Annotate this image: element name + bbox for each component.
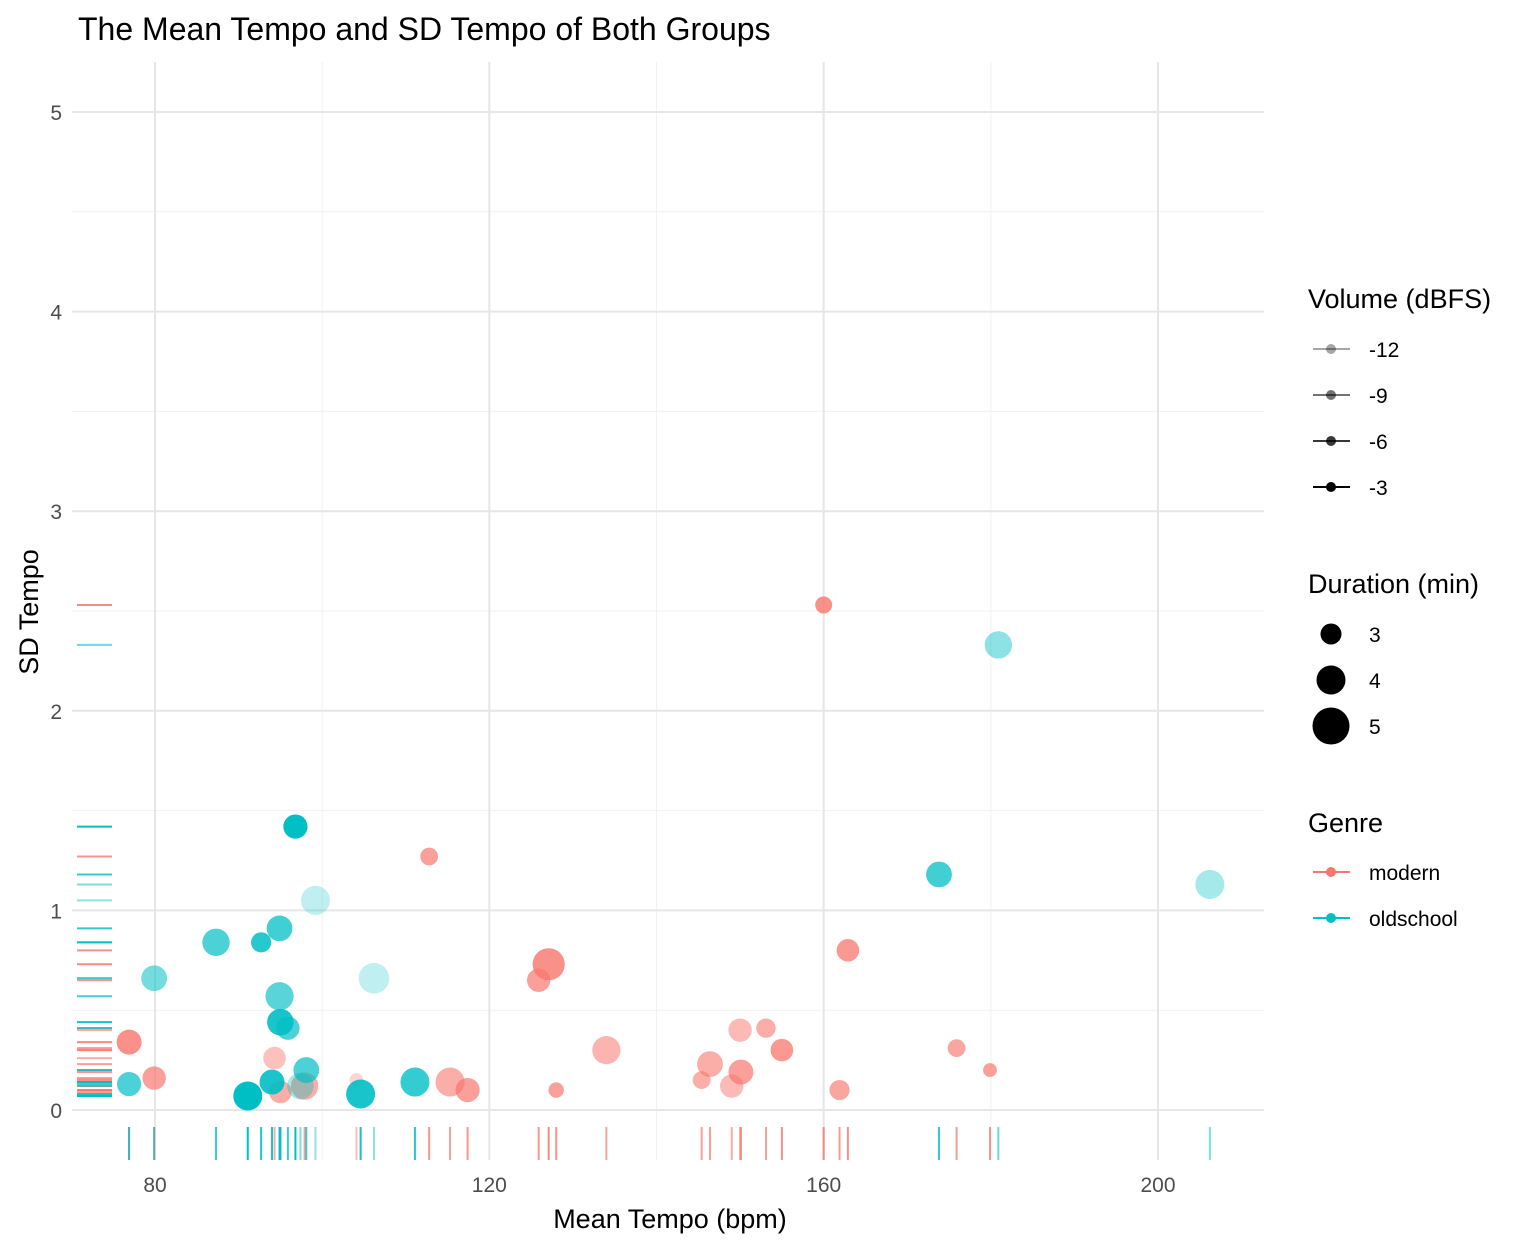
y-tick-label: 2 [50, 701, 62, 724]
x-tick-label: 160 [806, 1174, 841, 1197]
legend-title: Duration (min) [1308, 569, 1479, 599]
legend-key-point [1320, 623, 1342, 645]
legend-key-point [1326, 913, 1336, 923]
legend-key-point [1326, 482, 1336, 492]
data-point-modern [836, 939, 860, 962]
legend-label: 3 [1369, 624, 1381, 647]
legend-key-point [1316, 665, 1346, 695]
data-point-modern [455, 1077, 480, 1103]
y-tick-label: 3 [50, 501, 62, 524]
data-points [116, 596, 1225, 1111]
data-point-oldschool [400, 1067, 430, 1097]
legend-title: Volume (dBFS) [1308, 284, 1491, 314]
x-tick-label: 120 [472, 1174, 507, 1197]
data-point-oldschool [266, 915, 293, 942]
data-point-oldschool [265, 982, 294, 1011]
data-point-modern [728, 1018, 752, 1042]
y-tick-label: 1 [50, 900, 62, 923]
data-point-oldschool [283, 814, 308, 839]
legend-key-point [1326, 344, 1336, 354]
data-point-oldschool [141, 965, 168, 992]
data-point-modern [548, 1082, 564, 1098]
y-tick-label: 5 [50, 102, 62, 125]
legends: Volume (dBFS) -12 -9 -6 -3 Duration (min) 3 4 5 G… [1308, 284, 1491, 931]
data-point-modern [947, 1039, 966, 1058]
legend-label: -12 [1369, 339, 1399, 362]
data-point-modern [263, 1046, 286, 1070]
legend-label: -3 [1369, 477, 1388, 500]
legend-key-point [1326, 867, 1336, 877]
x-axis-label: Mean Tempo (bpm) [553, 1204, 787, 1234]
data-point-modern [116, 1029, 142, 1055]
legend-key-point [1312, 707, 1350, 745]
data-point-oldschool [233, 1081, 263, 1111]
legend-key-point [1326, 390, 1336, 400]
data-point-oldschool [984, 631, 1013, 659]
data-point-modern [532, 948, 565, 981]
data-point-modern [770, 1038, 794, 1062]
data-point-modern [697, 1051, 723, 1077]
tick-labels: 80 120 160 200 0 1 2 3 4 5 [50, 102, 1175, 1197]
data-point-oldschool [293, 1057, 320, 1083]
data-point-modern [420, 847, 439, 866]
data-point-modern [728, 1059, 754, 1085]
y-tick-label: 0 [50, 1100, 62, 1123]
data-point-oldschool [251, 932, 272, 953]
y-axis-label: SD Tempo [14, 549, 44, 675]
data-point-oldschool [259, 1069, 285, 1095]
data-point-modern [592, 1036, 621, 1065]
legend-key-point [1326, 436, 1336, 446]
legend-label: 4 [1369, 670, 1381, 693]
x-tick-label: 200 [1140, 1174, 1175, 1197]
legend-label: -6 [1369, 431, 1388, 454]
chart-title: The Mean Tempo and SD Tempo of Both Grou… [78, 11, 771, 47]
data-point-modern [756, 1018, 776, 1038]
data-point-modern [142, 1066, 166, 1090]
gridlines [72, 62, 1264, 1160]
data-point-oldschool [202, 928, 230, 957]
data-point-oldschool [358, 962, 390, 994]
data-point-modern [983, 1063, 997, 1077]
data-point-oldschool [276, 1016, 300, 1040]
data-point-oldschool [1195, 869, 1225, 899]
x-tick-label: 80 [143, 1174, 166, 1197]
legend-label: oldschool [1369, 908, 1458, 931]
legend-title: Genre [1308, 808, 1383, 838]
data-point-oldschool [300, 885, 330, 915]
legend-label: -9 [1369, 385, 1388, 408]
legend-label: 5 [1369, 716, 1381, 739]
data-point-modern [815, 596, 833, 614]
data-point-oldschool [346, 1079, 376, 1109]
legend-label: modern [1369, 862, 1440, 885]
y-tick-label: 4 [50, 302, 62, 325]
rug-marks [77, 604, 1211, 1160]
data-point-modern [829, 1079, 850, 1101]
data-point-oldschool [116, 1071, 142, 1097]
data-point-oldschool [926, 861, 952, 888]
